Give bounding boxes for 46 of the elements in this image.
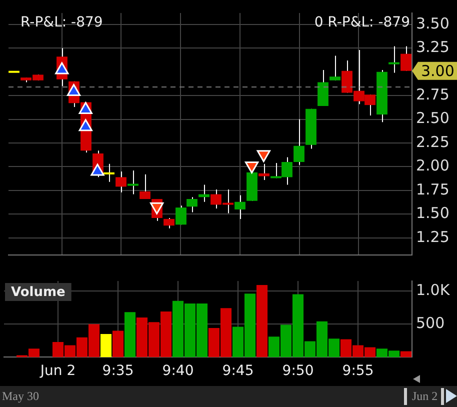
bar — [400, 351, 412, 358]
y-tick-label: 2.00 — [416, 156, 450, 175]
candlestick — [176, 205, 186, 226]
y-tick-label: 500 — [416, 314, 445, 332]
point — [55, 62, 69, 74]
point — [78, 102, 92, 114]
candlestick — [234, 194, 246, 220]
candlestick — [116, 170, 126, 193]
candlestick — [164, 217, 174, 229]
x-tick-label: 9:40 — [162, 363, 194, 380]
candlestick — [128, 170, 138, 195]
candlestick — [400, 46, 412, 72]
bar — [124, 312, 136, 358]
candlestick — [330, 55, 340, 81]
y-tick-label: 1.25 — [416, 228, 450, 246]
candlestick — [388, 46, 400, 74]
y-tick-label: 1.50 — [416, 204, 450, 222]
point — [78, 119, 92, 132]
candlestick — [186, 196, 198, 213]
y-tick-label: 2.25 — [416, 132, 450, 151]
point — [66, 84, 81, 96]
point — [244, 162, 259, 174]
annotation: 0 R-P&L: -879 — [314, 14, 410, 31]
candlestick — [318, 69, 328, 107]
x-tick-label: 9:55 — [342, 363, 374, 380]
x-tick-label: Jun 2 — [39, 363, 76, 380]
y-tick-label: 2.75 — [416, 85, 450, 104]
y-tick-label: 1.0K — [416, 280, 451, 299]
y-tick-label: 3.25 — [416, 38, 450, 56]
text: Jun 2 — [412, 389, 438, 404]
bar — [112, 330, 124, 358]
candlestick — [294, 118, 304, 166]
y-tick-label: 1.75 — [416, 180, 450, 198]
annotation: R-P&L: -879 — [20, 14, 103, 31]
x-tick-label: 9:35 — [102, 363, 134, 380]
bar — [256, 284, 268, 358]
text: 3.00 — [421, 62, 454, 80]
y-tick-label: 3.50 — [416, 14, 450, 32]
text: May 30 — [2, 389, 39, 404]
bar — [100, 334, 112, 358]
x-tick-label: 9:50 — [282, 363, 314, 380]
point — [150, 202, 164, 214]
chart-title: Volume — [11, 284, 66, 300]
y-tick-label: 2.50 — [416, 109, 450, 128]
x-tick-label: 9:45 — [222, 363, 254, 380]
candlestick — [140, 174, 150, 200]
